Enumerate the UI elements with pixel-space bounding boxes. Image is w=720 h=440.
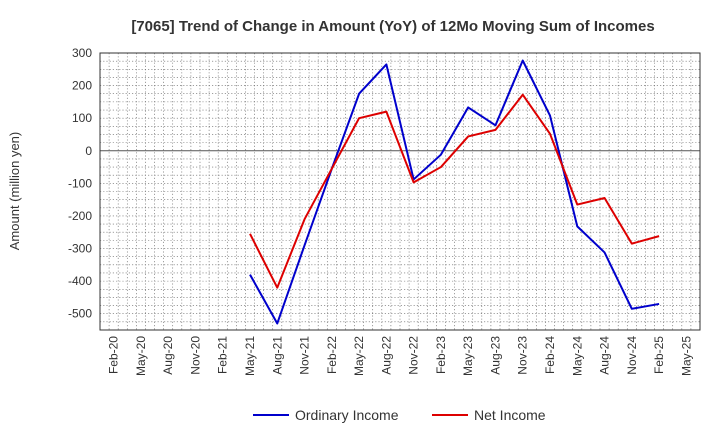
x-tick-label: Aug-21: [270, 336, 284, 375]
legend-label-1: Net Income: [474, 407, 546, 423]
x-tick-label: Aug-23: [488, 336, 502, 375]
x-tick-label: Nov-24: [625, 336, 639, 375]
y-tick-label: -500: [68, 307, 92, 321]
x-tick-label: May-22: [352, 336, 366, 376]
y-tick-label: 200: [72, 79, 92, 93]
y-axis-ticks: 300 200 100 0 -100 -200 -300 -400 -500: [68, 46, 92, 321]
series-lines: [249, 59, 660, 325]
y-tick-label: 300: [72, 46, 92, 60]
x-tick-label: May-20: [134, 336, 148, 376]
grid-lines: [100, 52, 700, 331]
y-tick-label: -400: [68, 274, 92, 288]
x-tick-label: May-25: [679, 336, 693, 376]
series-line-1: [249, 93, 660, 289]
legend: Ordinary Income Net Income: [253, 407, 546, 423]
x-tick-label: Nov-20: [188, 336, 202, 375]
x-axis-ticks: Feb-20 May-20 Aug-20 Nov-20 Feb-21 May-21 Aug-…: [107, 336, 694, 376]
x-tick-label: Nov-22: [407, 336, 421, 375]
y-tick-label: 100: [72, 111, 92, 125]
y-tick-label: 0: [85, 144, 92, 158]
x-tick-label: Aug-20: [161, 336, 175, 375]
x-tick-label: Nov-21: [298, 336, 312, 375]
x-tick-label: Aug-22: [379, 336, 393, 375]
x-tick-label: May-23: [461, 336, 475, 376]
series-line-0: [249, 59, 660, 325]
x-tick-label: May-21: [243, 336, 257, 376]
legend-label-0: Ordinary Income: [295, 407, 399, 423]
x-tick-label: May-24: [570, 336, 584, 376]
y-axis-label: Amount (million yen): [7, 132, 22, 251]
x-tick-label: Feb-25: [652, 336, 666, 374]
x-tick-label: Feb-23: [434, 336, 448, 374]
x-tick-label: Nov-23: [516, 336, 530, 375]
x-tick-label: Aug-24: [598, 336, 612, 375]
y-tick-label: -300: [68, 242, 92, 256]
plot-frame: [99, 52, 701, 331]
chart-title: [7065] Trend of Change in Amount (YoY) o…: [131, 18, 654, 35]
x-tick-label: Feb-20: [107, 336, 121, 374]
y-tick-label: -100: [68, 176, 92, 190]
x-tick-label: Feb-21: [216, 336, 230, 374]
y-tick-label: -200: [68, 209, 92, 223]
x-tick-label: Feb-24: [543, 336, 557, 374]
x-tick-label: Feb-22: [325, 336, 339, 374]
